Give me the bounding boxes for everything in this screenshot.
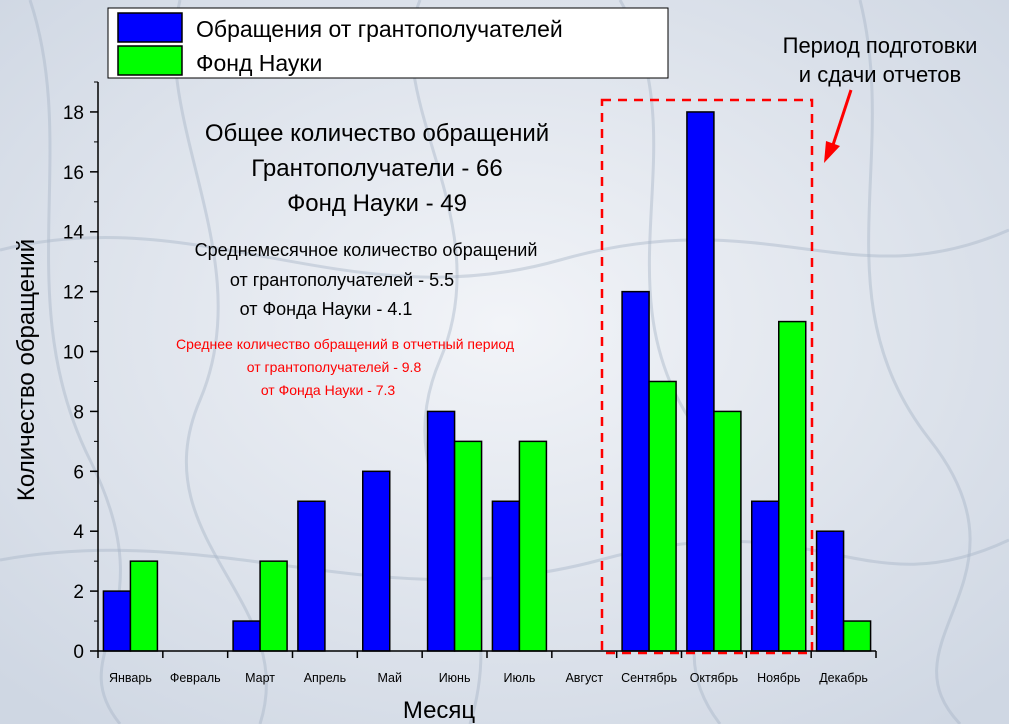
legend-label-grant: Обращения от грантополучателей — [196, 16, 563, 42]
y-axis-label: Количество обращений — [13, 239, 40, 501]
x-tick-label: Июнь — [439, 671, 471, 685]
bar-grant-9 — [621, 290, 650, 652]
x-tick-label: Январь — [109, 671, 152, 685]
x-tick-label: Ноябрь — [757, 671, 800, 685]
legend-label-fund: Фонд Науки — [196, 50, 322, 76]
monthly-grant: от грантополучателей - 5.5 — [230, 270, 454, 290]
legend-box — [107, 7, 669, 79]
x-tick-label: Октябрь — [690, 671, 738, 685]
y-tick-label: 14 — [63, 223, 85, 244]
period-arrow-line — [830, 89, 853, 149]
x-tick-label: Февраль — [170, 671, 221, 685]
report-period-highlight — [600, 98, 814, 655]
y-tick-label: 2 — [73, 582, 84, 603]
bar-fund-12 — [842, 620, 872, 652]
period-label-line2: и сдачи отчетов — [799, 62, 961, 87]
totals-annotation: Общее количество обращений Грантополучат… — [205, 120, 549, 217]
bar-fund-11 — [778, 320, 807, 652]
monthly-fund: от Фонда Науки - 4.1 — [240, 299, 413, 319]
bar-grant-10 — [686, 111, 715, 652]
report-average-annotation: Среднее количество обращений в отчетный … — [176, 336, 514, 398]
bar-grant-5 — [362, 470, 391, 652]
y-tick-label: 8 — [73, 402, 84, 423]
totals-title: Общее количество обращений — [205, 120, 549, 147]
y-tick-label: 18 — [63, 103, 84, 124]
x-axis-label: Месяц — [403, 697, 476, 724]
y-tick-label: 4 — [73, 522, 84, 543]
bar-fund-3 — [259, 560, 288, 652]
x-tick-label: Август — [565, 671, 603, 685]
bar-fund-1 — [129, 560, 159, 652]
bar-grant-6 — [426, 410, 456, 652]
y-tick-label: 10 — [63, 343, 84, 364]
y-tick-label: 12 — [63, 283, 84, 304]
y-tick-label: 16 — [63, 163, 84, 184]
x-tick-label: Сентябрь — [621, 671, 677, 685]
bar-fund-9 — [648, 380, 677, 652]
period-label-line1: Период подготовки — [783, 33, 978, 58]
bar-fund-7 — [518, 440, 548, 652]
bars-group — [102, 111, 872, 652]
legend-swatch-grant — [117, 12, 183, 43]
report-fund: от Фонда Науки - 7.3 — [261, 382, 396, 398]
legend: Обращения от грантополучателей Фонд Наук… — [107, 7, 669, 79]
y-tick-label: 0 — [73, 642, 84, 663]
x-tick-label: Март — [245, 671, 275, 685]
bar-fund-10 — [713, 410, 742, 652]
y-ticks: 0 2 4 6 8 10 12 14 16 18 — [63, 81, 98, 663]
period-callout: Период подготовки и сдачи отчетов — [783, 33, 978, 163]
legend-swatch-fund — [117, 45, 183, 76]
x-tick-label: Апрель — [304, 671, 346, 685]
x-ticks: Январь Февраль Март Апрель Май Июнь Июль Август… — [97, 651, 877, 685]
bar-grant-11 — [751, 500, 780, 652]
bar-grant-4 — [297, 500, 326, 652]
monthly-title: Среднемесячное количество обращений — [195, 240, 538, 260]
bar-grant-1 — [102, 590, 132, 652]
period-arrow-head — [824, 141, 840, 163]
monthly-average-annotation: Среднемесячное количество обращений от г… — [195, 240, 538, 319]
x-tick-label: Июль — [503, 671, 535, 685]
y-tick-label: 6 — [73, 462, 84, 483]
report-grant: от грантополучателей - 9.8 — [247, 359, 422, 375]
x-tick-label: Декабрь — [819, 671, 868, 685]
bar-grant-7 — [491, 500, 521, 652]
report-title: Среднее количество обращений в отчетный … — [176, 336, 514, 352]
totals-grant: Грантополучатели - 66 — [251, 155, 503, 182]
bar-fund-6 — [453, 440, 483, 652]
bar-grant-3 — [232, 620, 261, 652]
totals-fund: Фонд Науки - 49 — [287, 190, 467, 217]
x-tick-label: Май — [378, 671, 403, 685]
bar-grant-12 — [815, 530, 845, 652]
